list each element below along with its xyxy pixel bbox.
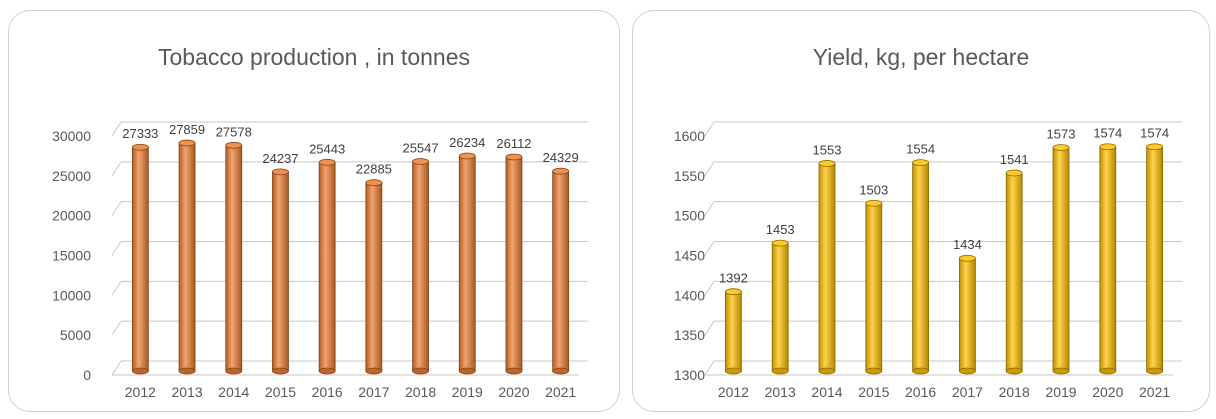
y-tick-label: 25000: [52, 168, 91, 184]
bar: [131, 143, 149, 375]
data-label: 27333: [122, 126, 158, 141]
bar: [818, 160, 836, 375]
data-label: 24329: [543, 150, 579, 165]
data-label: 1503: [859, 182, 888, 197]
x-tick-label: 2015: [265, 384, 296, 400]
x-tick-label: 2021: [545, 384, 576, 400]
y-tick-label: 30000: [52, 128, 91, 144]
bar: [771, 239, 789, 375]
x-tick-label: 2021: [1139, 384, 1170, 400]
gridline-depth: [704, 201, 715, 216]
bar: [318, 158, 336, 375]
x-tick-label: 2014: [218, 384, 249, 400]
data-label: 27578: [216, 124, 252, 139]
data-label: 1541: [1000, 152, 1029, 167]
y-tick-label: 1450: [674, 248, 705, 264]
gridline-depth: [704, 161, 715, 177]
yield-chart: 1300 1350 1400 1450 1500 1550 1600 1392 2012 1453…: [674, 121, 1182, 400]
x-tick-label: 2012: [718, 384, 749, 400]
x-tick-label: 2013: [171, 384, 202, 400]
production-chart-title: Tobacco production , in tonnes: [158, 44, 470, 70]
x-tick-label: 2019: [452, 384, 483, 400]
bar: [552, 167, 570, 375]
yield-chart-title: Yield, kg, per hectare: [812, 44, 1030, 70]
data-label: 22885: [356, 162, 392, 177]
y-tick-label: 1550: [674, 168, 705, 184]
data-label: 25547: [402, 140, 438, 155]
y-tick-label: 0: [83, 367, 91, 383]
y-tick-label: 15000: [52, 248, 91, 264]
bar: [178, 139, 196, 375]
y-tick-label: 5000: [60, 327, 91, 343]
y-tick-label: 1300: [674, 367, 705, 383]
x-tick-label: 2017: [952, 384, 983, 400]
data-label: 27859: [169, 122, 205, 137]
bar: [865, 199, 883, 375]
bar: [958, 254, 976, 375]
production-chart-panel: Tobacco production , in tonnes 0 5000 1000…: [8, 10, 620, 412]
gridline-depth: [111, 121, 122, 137]
gridline-depth: [111, 201, 122, 216]
x-tick-label: 2019: [1045, 384, 1076, 400]
gridline-depth: [704, 281, 715, 296]
x-tick-label: 2018: [405, 384, 436, 400]
bar: [1099, 143, 1117, 375]
data-label: 26112: [496, 136, 531, 151]
x-tick-label: 2020: [498, 384, 529, 400]
data-label: 1453: [766, 222, 795, 237]
bar: [505, 153, 523, 375]
gridline-depth: [111, 241, 122, 256]
production-chart: 0 5000 10000 15000 20000 25000 30000 27333 2012 2…: [52, 121, 588, 400]
data-label: 25443: [309, 141, 345, 156]
gridline-depth: [111, 320, 122, 336]
data-label: 1574: [1140, 126, 1169, 141]
x-tick-label: 2016: [312, 384, 343, 400]
x-tick-label: 2012: [125, 384, 156, 400]
bar: [458, 152, 476, 375]
gridline-depth: [111, 281, 122, 296]
x-tick-label: 2014: [811, 384, 842, 400]
gridline-depth: [111, 161, 122, 177]
data-label: 1553: [813, 142, 842, 157]
yield-chart-panel: Yield, kg, per hectare 1300 1350 1400 1450 1…: [632, 10, 1210, 412]
y-tick-label: 10000: [52, 287, 91, 303]
x-tick-label: 2020: [1092, 384, 1123, 400]
bar: [1146, 143, 1163, 375]
data-label: 24237: [262, 151, 298, 166]
bar: [1005, 169, 1023, 375]
gridline-depth: [704, 121, 715, 137]
y-tick-label: 20000: [52, 208, 91, 224]
bar: [225, 141, 243, 375]
x-tick-label: 2016: [905, 384, 936, 400]
bar: [365, 179, 383, 375]
x-tick-label: 2017: [358, 384, 389, 400]
bar: [725, 288, 742, 375]
data-label: 1434: [953, 237, 982, 252]
y-tick-label: 1350: [674, 327, 705, 343]
bar: [912, 159, 930, 375]
bar: [1052, 144, 1070, 375]
y-tick-label: 1400: [674, 287, 705, 303]
gridline-depth: [704, 320, 715, 336]
data-label: 1573: [1047, 127, 1076, 142]
data-label: 1554: [906, 142, 935, 157]
gridline-depth: [111, 360, 122, 376]
bar: [412, 158, 429, 375]
x-tick-label: 2015: [858, 384, 889, 400]
x-tick-label: 2018: [999, 384, 1030, 400]
gridline-depth: [704, 360, 715, 376]
y-tick-label: 1600: [674, 128, 705, 144]
y-tick-label: 1500: [674, 208, 705, 224]
x-tick-label: 2013: [765, 384, 796, 400]
data-label: 1574: [1093, 126, 1122, 141]
data-label: 1392: [719, 271, 748, 286]
bar: [272, 168, 289, 375]
gridline-depth: [704, 241, 715, 256]
data-label: 26234: [449, 135, 485, 150]
